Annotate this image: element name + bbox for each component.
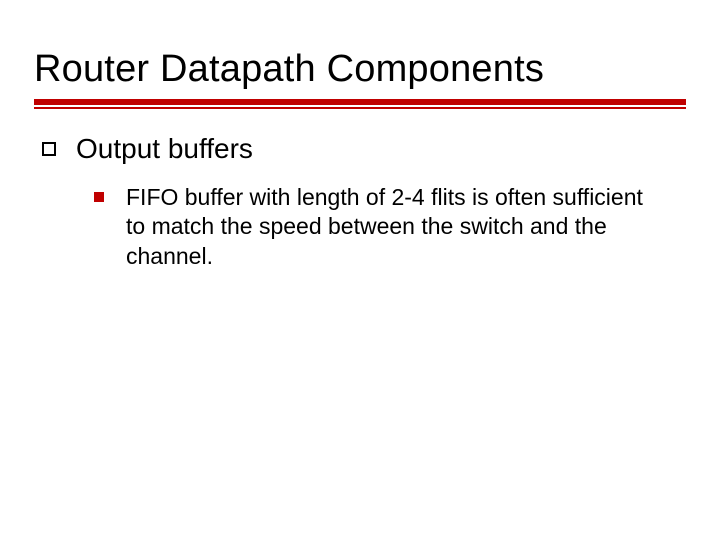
list-subitem-label: FIFO buffer with length of 2-4 flits is … (126, 183, 656, 271)
slide-content: Output buffers FIFO buffer with length o… (34, 109, 686, 271)
title-rule-thick (34, 99, 686, 105)
hollow-square-bullet-icon (42, 142, 56, 156)
slide: Router Datapath Components Output buffer… (0, 0, 720, 540)
filled-square-bullet-icon (94, 192, 104, 202)
list-subitem: FIFO buffer with length of 2-4 flits is … (94, 183, 686, 271)
slide-title: Router Datapath Components (34, 48, 686, 91)
list-item: Output buffers (42, 133, 686, 165)
list-item-label: Output buffers (76, 133, 253, 165)
